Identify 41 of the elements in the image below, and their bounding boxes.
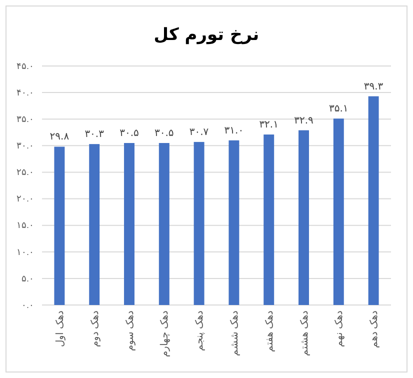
data-label: ۳۲.۹ (294, 115, 314, 126)
data-label: ۳۹.۳ (364, 81, 384, 92)
x-tick-label: دهک پنجم (194, 311, 206, 351)
data-label: ۳۰.۵ (120, 128, 139, 140)
data-label: ۳۵.۱ (329, 104, 348, 115)
chart-title: نرخ تورم کل (154, 25, 260, 45)
data-label: ۳۰.۵ (154, 128, 174, 140)
bar (264, 134, 274, 305)
x-tick-label: دهک ششم (229, 311, 240, 356)
bar (298, 130, 309, 305)
bar (228, 140, 240, 305)
y-tick-label: ۱۵.۰ (16, 220, 34, 230)
bar (368, 96, 379, 305)
x-tick-label: دهک سوم (124, 311, 136, 351)
bar (333, 118, 344, 305)
y-tick-label: ۲۵.۰ (16, 167, 34, 178)
data-label: ۲۹.۸ (50, 132, 70, 143)
data-label: ۳۰.۳ (84, 129, 105, 140)
data-label: ۳۱.۰ (224, 125, 244, 136)
data-label: ۳۲.۱ (259, 120, 278, 131)
x-tick-label: دهک دهم (369, 311, 380, 348)
x-tick-label: دهک اول (54, 311, 66, 347)
bar (54, 146, 65, 305)
x-tick-label: دهک نهم (334, 311, 346, 347)
bar (158, 143, 170, 305)
y-tick-label: ۲۰.۰ (16, 194, 34, 204)
y-tick-label: ۴۰.۰ (16, 87, 34, 98)
x-tick-label: دهک هشتم (299, 311, 310, 356)
bar (89, 144, 100, 305)
bar (194, 142, 204, 305)
y-tick-label: ۵.۰ (21, 273, 34, 284)
y-tick-label: ۱۰.۰ (16, 246, 34, 257)
y-tick-label: ۴۵.۰ (16, 60, 34, 71)
x-tick-label: دهک چهارم (160, 311, 171, 357)
data-label: ۳۰.۷ (189, 126, 210, 138)
bar (124, 143, 134, 305)
x-tick-label: دهک هفتم (264, 311, 276, 352)
y-tick-label: ۰.۰ (21, 300, 34, 310)
x-tick-label: دهک دوم (90, 311, 101, 347)
y-tick-label: ۳۵.۰ (16, 114, 34, 124)
y-tick-label: ۳۰.۰ (16, 140, 34, 151)
